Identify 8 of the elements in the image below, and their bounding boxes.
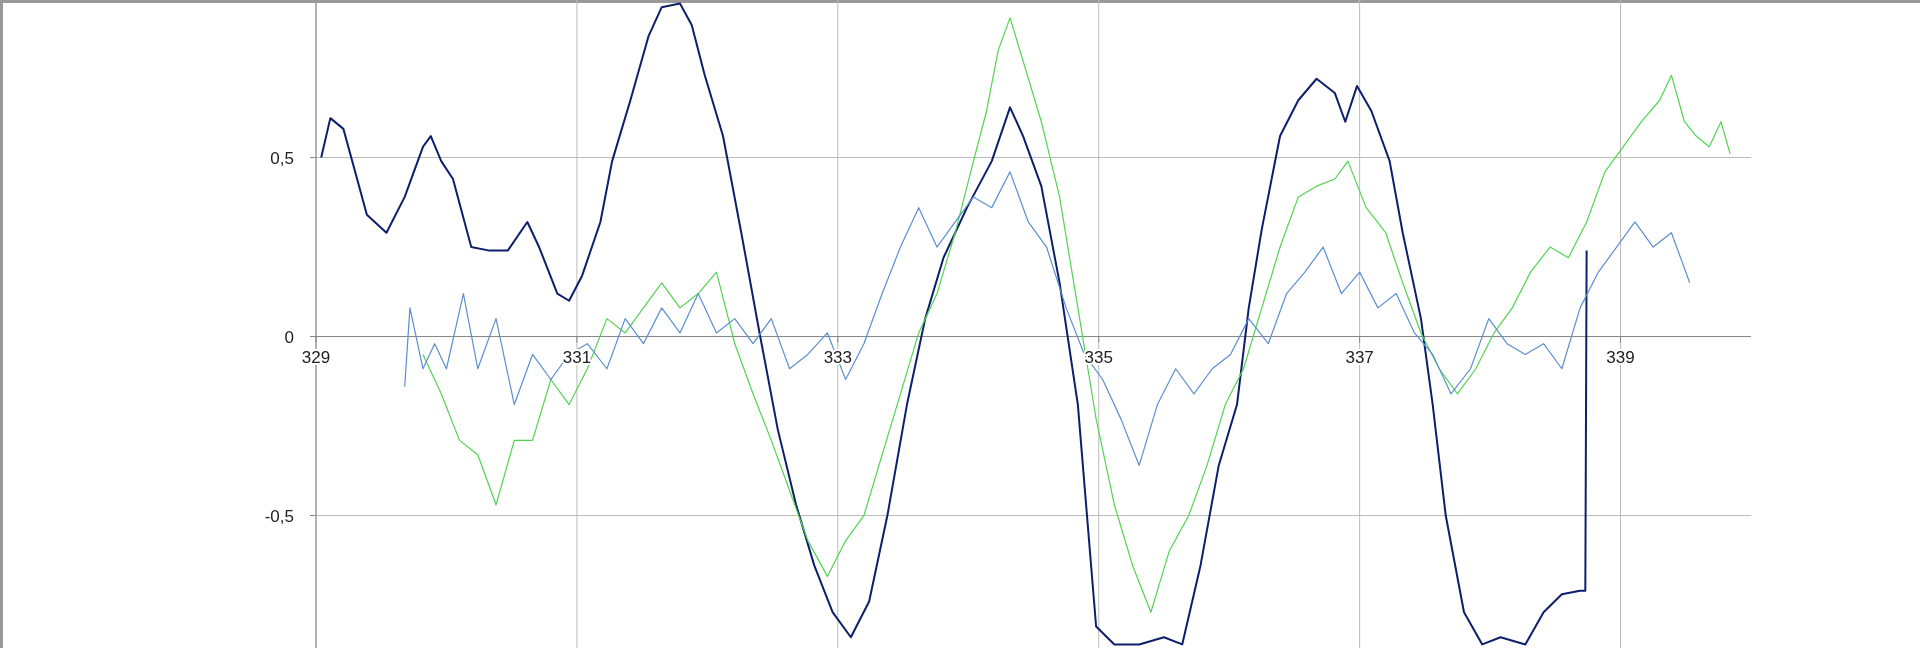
x-tick-label: 337 — [1345, 347, 1374, 367]
y-tick-label: 0,5 — [270, 148, 294, 168]
line-series — [404, 171, 1691, 467]
y-tick-label: 0 — [284, 327, 294, 347]
line-series — [422, 17, 1731, 613]
x-tick-label: 339 — [1606, 347, 1635, 367]
x-tick-label: 329 — [301, 347, 331, 367]
y-tick-label: -0,5 — [264, 506, 294, 526]
